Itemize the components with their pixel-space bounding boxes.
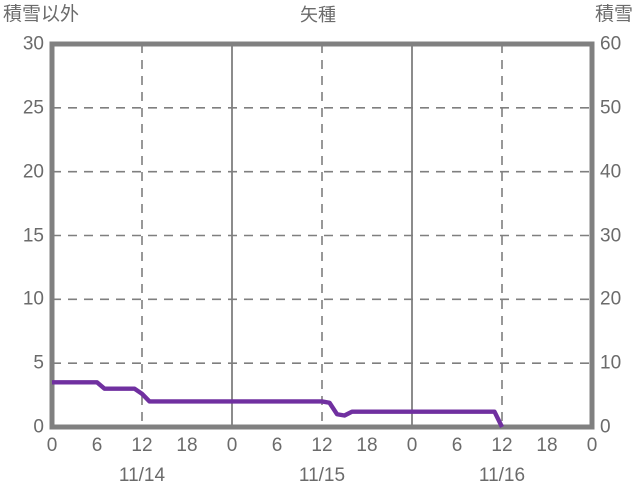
y-tick-right: 20: [600, 288, 622, 310]
x-tick: 18: [536, 435, 558, 456]
x-tick: 0: [406, 435, 418, 456]
series-line-0: [52, 380, 504, 428]
plot-frame: [49, 41, 595, 427]
right-axis-caption: 積雪: [594, 4, 633, 25]
x-tick: 12: [491, 435, 513, 456]
x-tick: 0: [226, 435, 238, 456]
y-tick-left: 10: [22, 288, 44, 310]
y-tick-right: 30: [600, 225, 622, 246]
x-tick: 12: [311, 435, 333, 456]
y-tick-left: 25: [22, 97, 44, 119]
left-axis-caption: 積雪以外: [3, 4, 80, 25]
x-tick: 6: [451, 435, 463, 456]
x-tick: 0: [46, 435, 58, 456]
y-tick-left: 0: [33, 416, 44, 438]
x-tick: 0: [586, 435, 598, 456]
y-tick-left: 30: [22, 33, 44, 55]
x-tick: 18: [176, 435, 198, 456]
x-tick: 6: [271, 435, 283, 456]
x-tick: 6: [91, 435, 103, 456]
y-tick-left: 5: [33, 352, 44, 374]
x-tick: 18: [356, 435, 378, 456]
y-tick-right: 60: [600, 33, 622, 55]
day-label: 11/14: [118, 465, 166, 486]
chart-title: 矢種: [300, 5, 336, 25]
x-tick: 12: [131, 435, 153, 456]
y-tick-right: 0: [600, 416, 611, 438]
day-label: 11/16: [478, 465, 526, 486]
y-tick-left: 20: [22, 161, 44, 183]
y-tick-right: 40: [600, 161, 622, 183]
day-label: 11/15: [298, 465, 346, 486]
y-tick-left: 15: [22, 225, 44, 246]
y-tick-right: 10: [600, 352, 622, 374]
y-tick-right: 50: [600, 97, 622, 119]
